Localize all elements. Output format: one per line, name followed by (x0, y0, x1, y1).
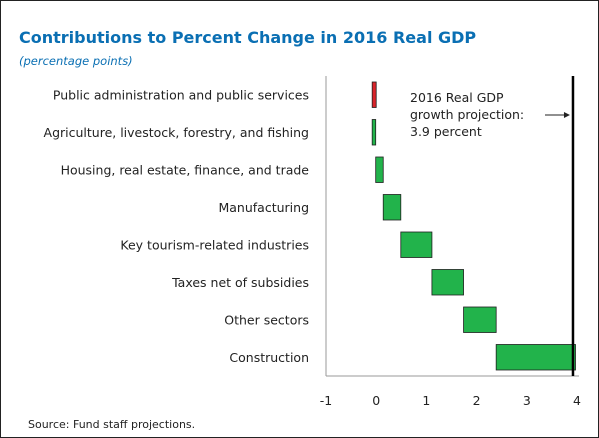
annotation-arrow-head (563, 112, 570, 118)
annotation-line-3: 3.9 percent (410, 124, 482, 139)
bar-6 (431, 269, 464, 296)
bar-7 (463, 306, 497, 333)
category-label-1: Public administration and public service… (53, 87, 309, 102)
x-tick-label-2: 0 (372, 393, 380, 408)
bar-4 (382, 194, 402, 221)
category-label-6: Taxes net of subsidies (171, 275, 309, 290)
category-label-5: Key tourism-related industries (120, 237, 309, 252)
category-label-2: Agriculture, livestock, forestry, and fi… (44, 125, 309, 140)
bar-3 (375, 156, 384, 183)
bar-5 (400, 231, 433, 258)
annotation-line-1: 2016 Real GDP (410, 90, 504, 105)
x-tick-label-3: 1 (422, 393, 430, 408)
bar-2 (371, 119, 377, 146)
chart-source: Source: Fund staff projections. (28, 418, 196, 431)
category-label-7: Other sectors (224, 312, 309, 327)
annotation-line-2: growth projection: (410, 107, 524, 122)
chart-title: Contributions to Percent Change in 2016 … (19, 28, 477, 47)
category-label-4: Manufacturing (218, 200, 309, 215)
category-label-3: Housing, real estate, finance, and trade (61, 162, 310, 177)
bar-8 (495, 344, 576, 371)
x-tick-label-1: -1 (320, 393, 332, 408)
x-tick-label-6: 4 (573, 393, 581, 408)
x-tick-label-5: 3 (523, 393, 531, 408)
category-label-8: Construction (229, 350, 309, 365)
chart-subtitle: (percentage points) (19, 54, 133, 68)
x-tick-label-4: 2 (473, 393, 481, 408)
bar-1 (371, 81, 377, 108)
